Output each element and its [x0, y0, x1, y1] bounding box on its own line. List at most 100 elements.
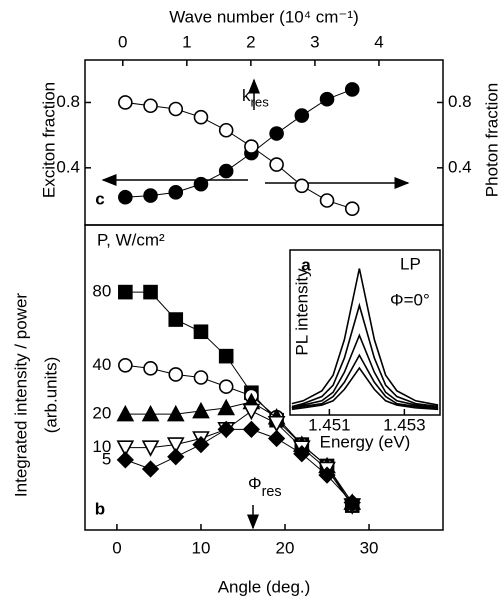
marker [267, 429, 286, 448]
x2-tick-label: 2 [246, 32, 255, 51]
x-tick-label: 10 [192, 538, 211, 557]
marker [217, 398, 236, 416]
annotation-main: Φ [248, 474, 262, 493]
panel-label: c [95, 189, 104, 208]
marker [319, 91, 335, 107]
y2-tick-label: 0.8 [448, 92, 472, 111]
series-line [291, 333, 439, 409]
series-line [125, 428, 353, 503]
marker [116, 440, 135, 457]
annotation-sub: res [251, 95, 270, 110]
marker [344, 82, 360, 97]
series-line [125, 410, 353, 506]
y-axis-title: (arb.units) [41, 357, 60, 434]
x-tick-label: 1.451 [308, 415, 351, 434]
marker [269, 126, 284, 141]
series-line [125, 88, 353, 198]
plot-frame [84, 224, 444, 531]
marker [344, 201, 360, 216]
marker [168, 312, 184, 327]
marker [143, 98, 158, 114]
marker [167, 448, 185, 466]
marker [141, 440, 160, 457]
legend-label: 20 [92, 404, 111, 423]
marker [118, 357, 133, 373]
marker [168, 101, 184, 117]
marker [242, 403, 261, 421]
x-tick-label: 30 [360, 538, 379, 557]
marker [166, 404, 185, 422]
series-line [291, 268, 439, 406]
marker [118, 284, 133, 300]
x2-tick-label: 4 [374, 32, 383, 51]
marker [143, 284, 158, 300]
x2-tick-label: 0 [118, 32, 127, 51]
marker [193, 176, 209, 192]
legend-label: 80 [92, 282, 111, 301]
series-line [291, 366, 439, 411]
marker [143, 361, 158, 376]
marker [141, 460, 160, 478]
marker [141, 404, 160, 422]
y2-tick-label: 0.4 [448, 157, 472, 176]
marker [116, 451, 134, 469]
marker [218, 122, 234, 138]
series-line [125, 401, 353, 503]
marker [293, 445, 311, 463]
annotation: Φres [248, 474, 282, 500]
marker [218, 348, 234, 364]
x-axis-title: Angle (deg.) [218, 577, 311, 596]
marker [168, 367, 184, 382]
marker [192, 435, 210, 454]
marker [193, 109, 209, 125]
annotation: Φ=0° [390, 290, 430, 309]
marker [343, 493, 361, 512]
marker [218, 163, 234, 179]
x2-tick-label: 3 [310, 32, 319, 51]
series-line [291, 353, 439, 411]
marker [143, 188, 158, 203]
marker [118, 189, 133, 205]
legend-label: 5 [102, 449, 111, 468]
marker [193, 324, 209, 340]
marker [244, 139, 259, 154]
annotation-main: k [242, 86, 251, 105]
y2-axis-title: Photon fraction [482, 83, 501, 197]
plot-frame [289, 249, 441, 416]
series-line [291, 302, 439, 408]
x2-tick-label: 1 [182, 32, 191, 51]
marker [118, 95, 133, 110]
panel-label: b [95, 499, 105, 518]
annotation: LP [400, 254, 421, 273]
marker [166, 437, 185, 454]
marker [193, 370, 209, 385]
y-tick-label: 0.8 [56, 92, 80, 111]
marker [269, 157, 284, 172]
marker [294, 108, 310, 123]
x-tick-label: 1.453 [383, 415, 426, 434]
x-tick-label: 0 [112, 538, 121, 557]
y-axis-title: PL intensity [292, 268, 311, 356]
top-axis-title: Wave number (10⁴ cm⁻¹) [169, 7, 358, 26]
marker [217, 420, 235, 438]
marker [192, 401, 210, 419]
annotation: kres [242, 86, 269, 110]
legend-label: 40 [92, 355, 111, 374]
x-axis-title: Energy (eV) [320, 432, 411, 451]
marker [218, 379, 234, 394]
annotation-sub: res [262, 484, 282, 500]
y-tick-label: 0.4 [56, 157, 80, 176]
plot-frame [84, 59, 444, 226]
legend-title: P, W/cm² [97, 230, 165, 249]
marker [168, 185, 184, 200]
panel-label: a [301, 255, 311, 274]
marker [116, 404, 135, 422]
marker [318, 466, 336, 484]
x-tick-label: 20 [276, 538, 295, 557]
marker [242, 420, 261, 438]
marker [294, 178, 310, 194]
y-axis-title: Integrated intensity / power [11, 293, 30, 497]
marker [319, 193, 335, 208]
legend-label: 10 [92, 437, 111, 456]
